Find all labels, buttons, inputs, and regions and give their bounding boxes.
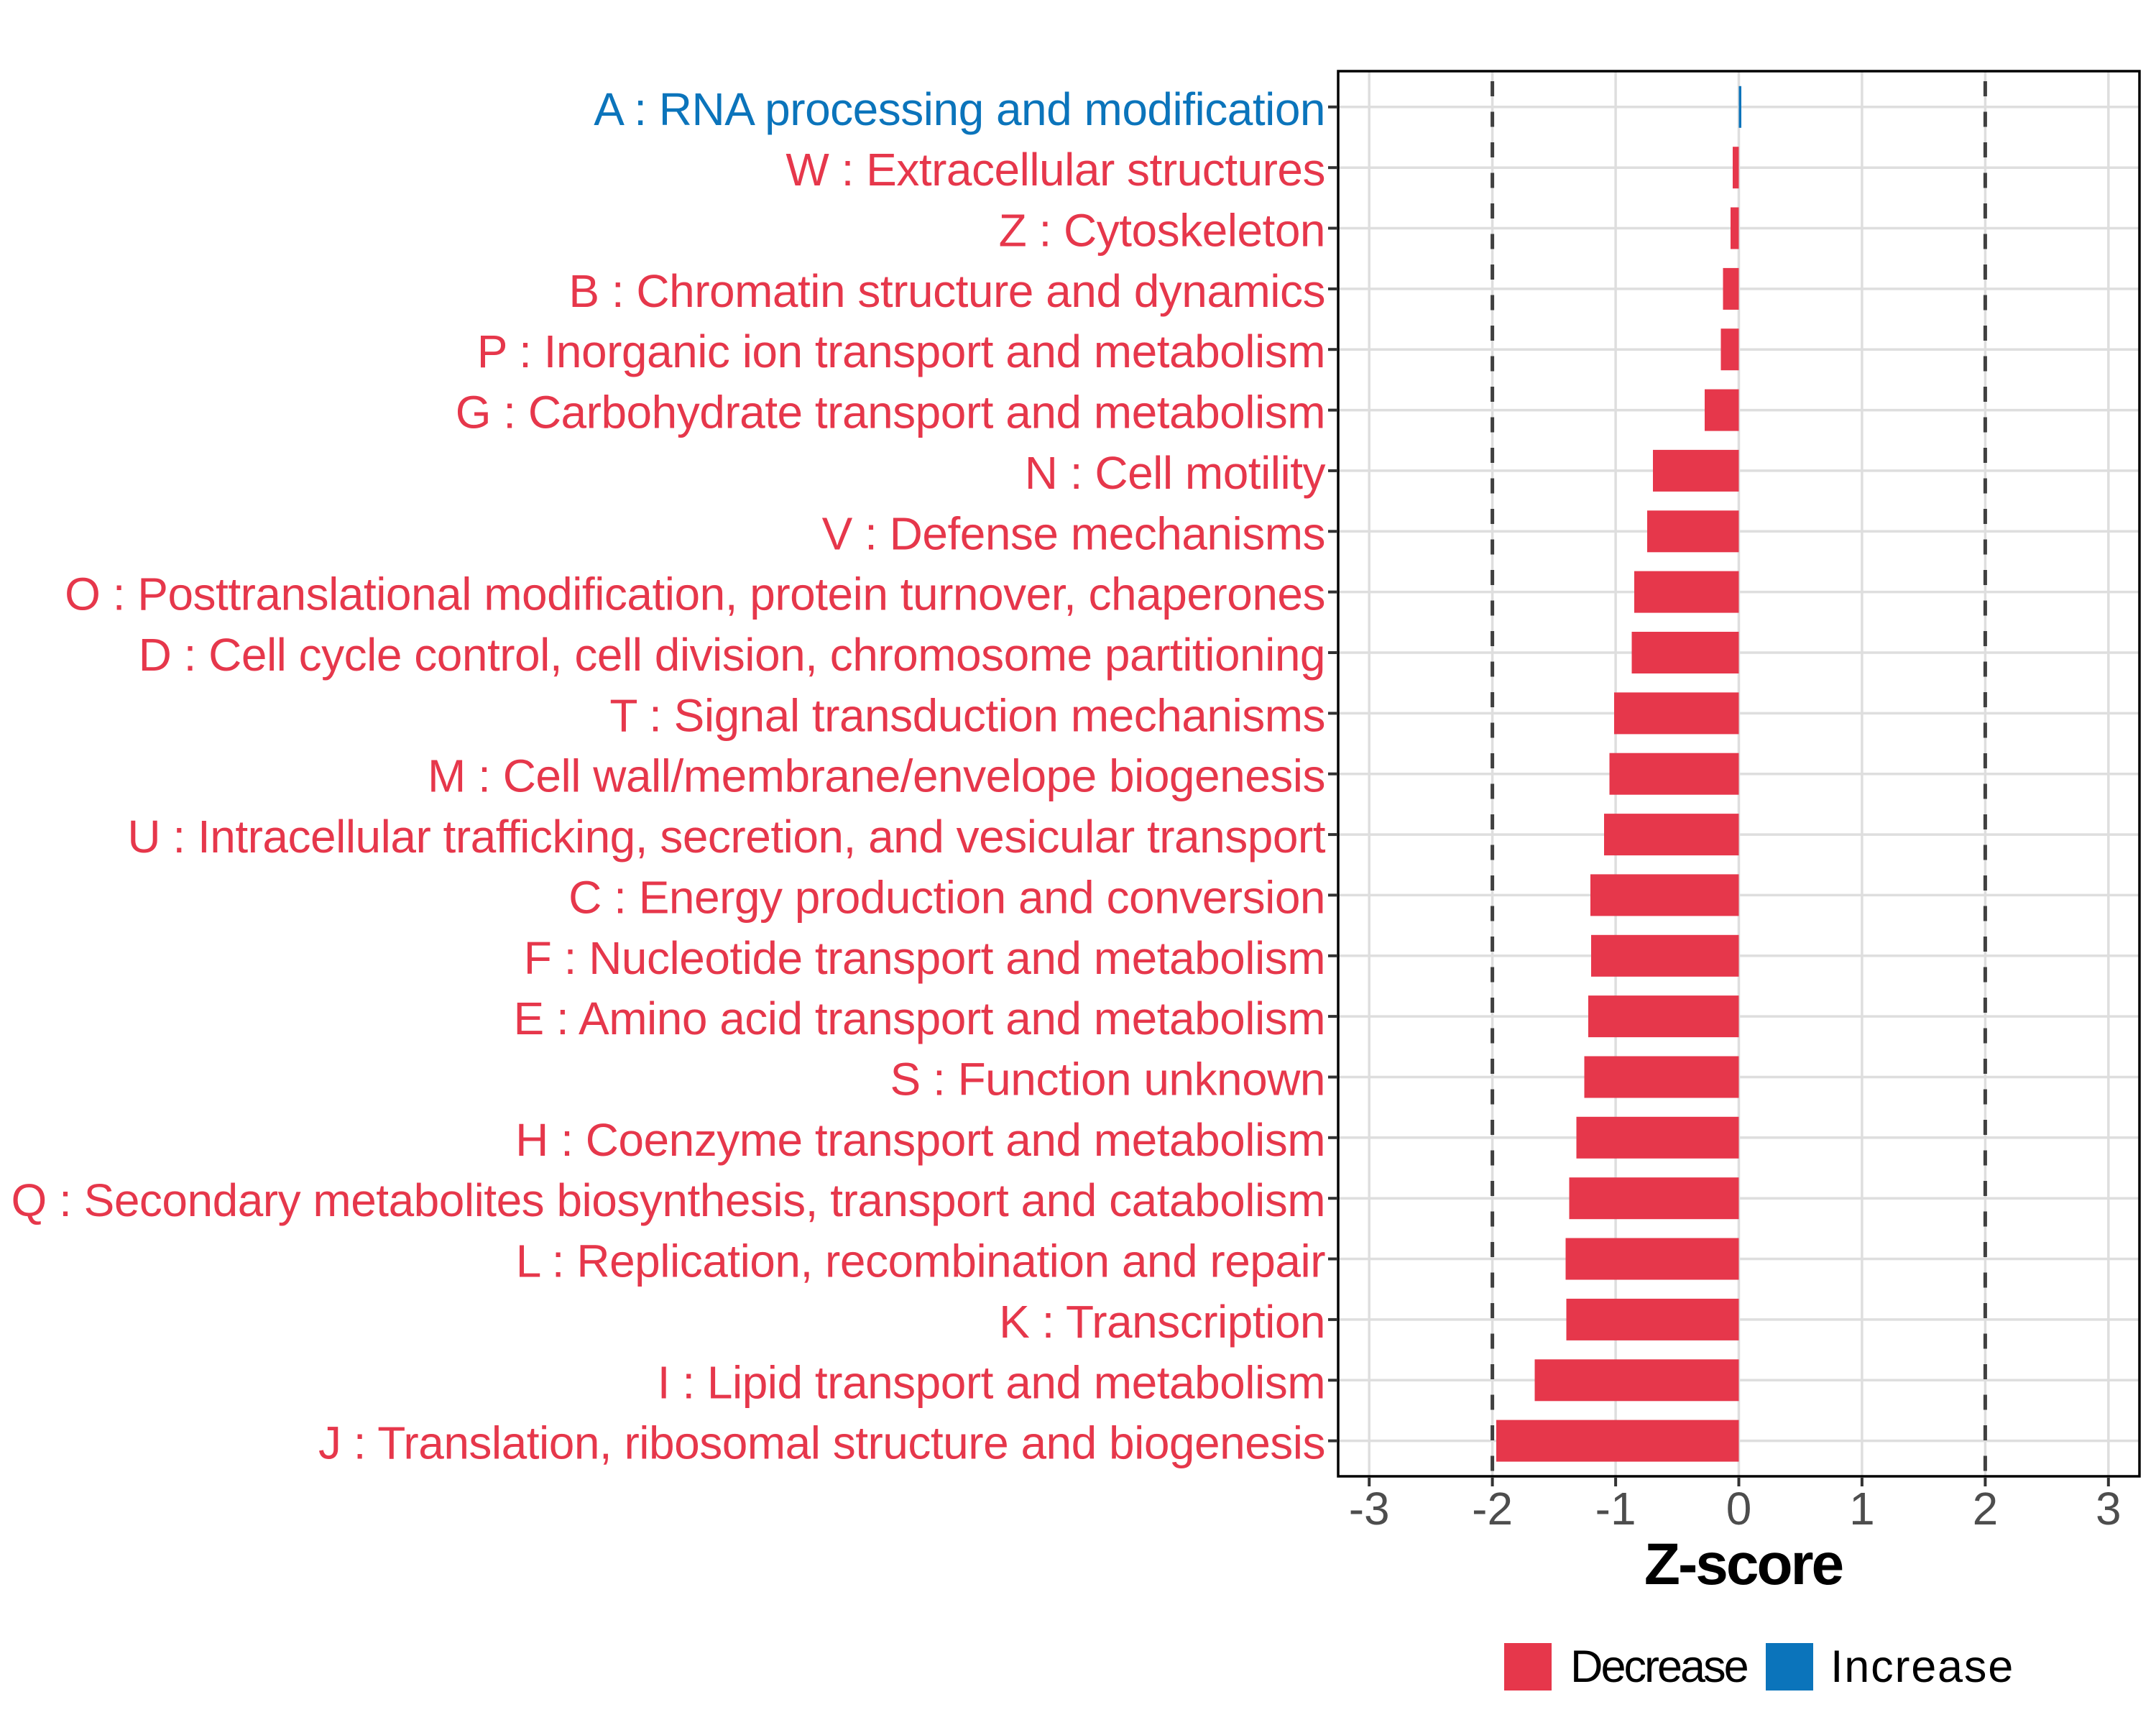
svg-text:2: 2 [1973,1483,1999,1535]
svg-text:B : Chromatin structure and dy: B : Chromatin structure and dynamics [568,265,1325,317]
svg-text:-3: -3 [1349,1483,1390,1535]
svg-text:J : Translation, ribosomal str: J : Translation, ribosomal structure and… [318,1417,1325,1469]
svg-text:F : Nucleotide transport and m: F : Nucleotide transport and metabolism [524,932,1325,984]
svg-text:-1: -1 [1595,1483,1636,1535]
svg-text:I : Lipid transport and metabo: I : Lipid transport and metabolism [658,1356,1325,1408]
svg-text:1: 1 [1849,1483,1875,1535]
svg-text:K : Transcription: K : Transcription [999,1296,1325,1348]
svg-text:G : Carbohydrate transport and: G : Carbohydrate transport and metabolis… [456,387,1325,438]
svg-text:H : Coenzyme transport and met: H : Coenzyme transport and metabolism [515,1114,1325,1166]
svg-text:U : Intracellular trafficking,: U : Intracellular trafficking, secretion… [127,811,1325,862]
svg-text:M : Cell wall/membrane/envelop: M : Cell wall/membrane/envelope biogenes… [428,750,1325,802]
svg-text:Decrease: Decrease [1570,1642,1748,1692]
svg-text:0: 0 [1726,1483,1752,1535]
svg-text:T : Signal transduction mechan: T : Signal transduction mechanisms [609,689,1325,741]
svg-text:N : Cell motility: N : Cell motility [1025,447,1326,499]
svg-text:Z : Cytoskeleton: Z : Cytoskeleton [999,205,1325,257]
svg-text:V : Defense mechanisms: V : Defense mechanisms [822,507,1325,559]
svg-text:W : Extracellular structures: W : Extracellular structures [786,144,1325,196]
svg-text:Z-score: Z-score [1644,1532,1843,1597]
svg-text:A : RNA processing and modific: A : RNA processing and modification [594,83,1325,135]
svg-text:L : Replication, recombination: L : Replication, recombination and repai… [516,1236,1325,1287]
svg-text:O : Posttranslational modifica: O : Posttranslational modification, prot… [65,569,1325,620]
svg-text:E : Amino acid transport and m: E : Amino acid transport and metabolism [514,993,1326,1044]
svg-text:3: 3 [2096,1483,2122,1535]
svg-text:Increase: Increase [1830,1642,2014,1692]
svg-text:C : Energy production and conv: C : Energy production and conversion [568,871,1325,923]
svg-text:Q : Secondary metabolites bios: Q : Secondary metabolites biosynthesis, … [11,1174,1326,1226]
svg-text:-2: -2 [1472,1483,1513,1535]
svg-text:S : Function unknown: S : Function unknown [890,1054,1325,1105]
svg-text:P : Inorganic ion transport an: P : Inorganic ion transport and metaboli… [477,326,1325,377]
svg-text:D : Cell cycle control, cell d: D : Cell cycle control, cell division, c… [139,629,1325,681]
